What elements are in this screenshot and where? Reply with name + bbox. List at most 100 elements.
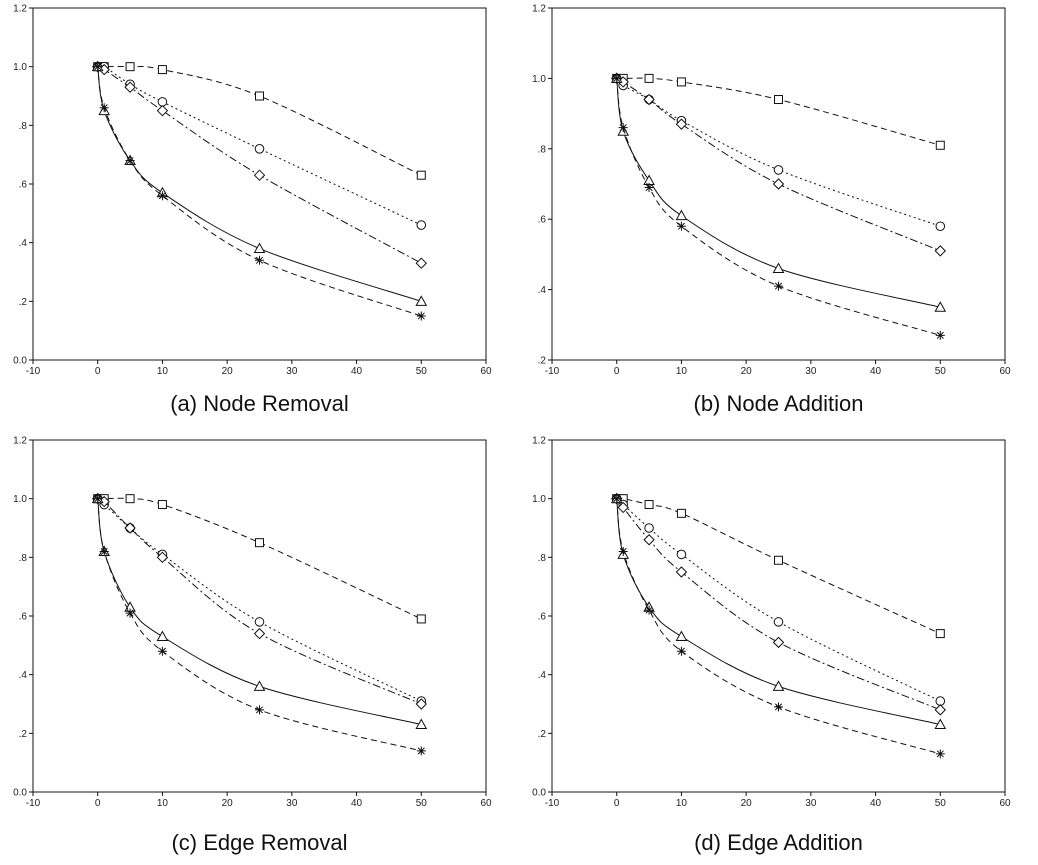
data-point-diamond	[774, 637, 784, 647]
y-tick-label: 0.0	[532, 788, 546, 799]
data-point-square	[775, 96, 783, 104]
y-tick-label: .8	[19, 121, 28, 132]
x-tick-label: 40	[351, 798, 363, 809]
x-tick-label: 20	[222, 366, 234, 377]
series-diamond	[93, 494, 427, 709]
x-tick-label: 10	[676, 798, 688, 809]
data-point-star	[158, 191, 167, 200]
x-tick-label: -10	[545, 366, 560, 377]
x-tick-label: 50	[935, 366, 947, 377]
data-point-triangle	[676, 211, 686, 220]
data-point-circle	[936, 697, 945, 706]
data-point-star	[100, 103, 109, 112]
data-point-square	[158, 501, 166, 509]
data-point-circle	[645, 524, 654, 533]
data-point-triangle	[676, 632, 686, 641]
x-tick-label: 60	[480, 366, 492, 377]
data-point-diamond	[935, 246, 945, 256]
data-point-triangle	[255, 244, 265, 253]
data-point-star	[645, 183, 654, 192]
data-point-star	[612, 74, 621, 83]
series-triangle	[93, 494, 427, 729]
data-point-star	[93, 62, 102, 71]
data-point-star	[619, 123, 628, 132]
series-square	[94, 495, 426, 623]
x-tick-label: 50	[416, 798, 428, 809]
series-circle	[93, 62, 425, 229]
y-tick-label: .2	[19, 297, 28, 308]
caption-node-addition: (b) Node Addition	[519, 391, 1038, 417]
y-tick-label: .8	[538, 553, 547, 564]
x-tick-label: 30	[286, 366, 298, 377]
series-line-square	[98, 498, 422, 619]
series-line-diamond	[617, 78, 941, 250]
data-point-triangle	[157, 632, 167, 641]
data-point-star	[936, 749, 945, 758]
line-chart-node-removal: -10 0 10 20 30 40 50 600.0.2.4.6.81.01.2	[0, 0, 519, 385]
data-point-star	[158, 647, 167, 656]
y-tick-label: .2	[538, 729, 547, 740]
y-tick-label: .4	[538, 670, 547, 681]
x-tick-label: 40	[870, 366, 882, 377]
data-point-star	[417, 746, 426, 755]
data-point-star	[255, 705, 264, 714]
data-point-circle	[936, 222, 945, 231]
data-point-circle	[774, 166, 783, 175]
data-point-circle	[677, 550, 686, 559]
y-tick-label: .4	[538, 285, 547, 296]
data-point-star	[126, 156, 135, 165]
data-point-diamond	[774, 179, 784, 189]
x-tick-label: -10	[545, 798, 560, 809]
y-tick-label: 1.0	[532, 74, 546, 85]
y-tick-label: .8	[19, 553, 28, 564]
series-line-square	[98, 66, 422, 175]
data-point-star	[936, 331, 945, 340]
data-point-circle	[158, 98, 167, 107]
x-tick-label: 50	[416, 366, 428, 377]
y-tick-label: .4	[19, 238, 28, 249]
x-tick-label: 10	[676, 366, 688, 377]
x-tick-label: 0	[614, 366, 620, 377]
chart-panel-edge-removal: -10 0 10 20 30 40 50 60 0.0.2.4.6.8 1.0 1.2 (c) Ed…	[0, 432, 519, 864]
series-circle	[612, 494, 944, 705]
data-point-diamond	[644, 95, 654, 105]
x-tick-label: 10	[157, 798, 169, 809]
y-tick-label: .2	[538, 356, 547, 367]
y-tick-label: 1.2	[532, 436, 546, 447]
x-tick-label: 30	[286, 798, 298, 809]
data-point-diamond	[255, 170, 265, 180]
x-tick-label: 60	[999, 366, 1011, 377]
series-line-square	[617, 498, 941, 633]
data-point-star	[774, 702, 783, 711]
data-point-square	[677, 509, 685, 517]
line-chart-edge-addition: -10 0 10 20 30 40 50 60 0.0 .2 .4 .6 .8 1.0 1.2	[519, 432, 1038, 817]
x-tick-label: 20	[741, 366, 753, 377]
y-tick-label: 1.0	[13, 62, 27, 73]
data-point-diamond	[676, 567, 686, 577]
series-square	[613, 495, 945, 638]
data-point-square	[775, 556, 783, 564]
y-tick-label: 1.0	[13, 494, 27, 505]
data-point-diamond	[644, 535, 654, 545]
x-tick-label: 40	[351, 366, 363, 377]
caption-edge-removal: (c) Edge Removal	[0, 830, 519, 856]
x-tick-label: 30	[805, 798, 817, 809]
series-square	[94, 63, 426, 180]
data-point-square	[645, 501, 653, 509]
series-line-star	[98, 67, 422, 316]
data-point-square	[158, 66, 166, 74]
y-tick-label: .6	[19, 612, 28, 623]
data-point-triangle	[774, 681, 784, 690]
x-tick-label: 40	[870, 798, 882, 809]
series-line-triangle	[98, 67, 422, 302]
data-point-circle	[774, 618, 783, 627]
data-point-diamond	[157, 106, 167, 116]
x-tick-label: 20	[741, 798, 753, 809]
x-tick-label: 20	[222, 798, 234, 809]
data-point-star	[417, 312, 426, 321]
data-point-star	[619, 547, 628, 556]
data-point-circle	[417, 221, 426, 230]
caption-edge-addition: (d) Edge Addition	[519, 830, 1038, 856]
chart-panel-edge-addition: -10 0 10 20 30 40 50 60 0.0.2.4.6.8 1.0 1.2 (d) Ed…	[519, 432, 1038, 864]
data-point-star	[774, 282, 783, 291]
